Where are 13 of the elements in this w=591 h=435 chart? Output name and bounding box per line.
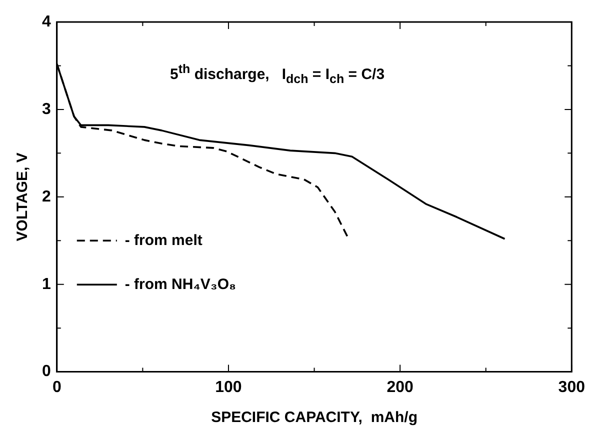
x-tick-label: 200: [386, 378, 414, 396]
legend-label: - from NH₄V₃O₈: [124, 276, 236, 293]
y-tick-label: 4: [42, 13, 51, 30]
annotation: 5$^{th}$ discharge, I$_{dch}$ = I$_{ch}$ = C/3: [170, 62, 385, 86]
y-tick-label: 0: [42, 363, 51, 380]
legend-label: - from melt: [124, 232, 202, 249]
y-tick-label: 3: [42, 100, 51, 118]
y-axis-title: VOLTAGE, V: [14, 152, 32, 242]
x-tick-label: 300: [558, 378, 586, 396]
y-tick-label: 1: [42, 276, 51, 293]
x-tick-label: 100: [215, 378, 242, 396]
x-axis-title: SPECIFIC CAPACITY, mAh/g: [211, 409, 418, 426]
y-tick-label: 2: [42, 188, 51, 206]
